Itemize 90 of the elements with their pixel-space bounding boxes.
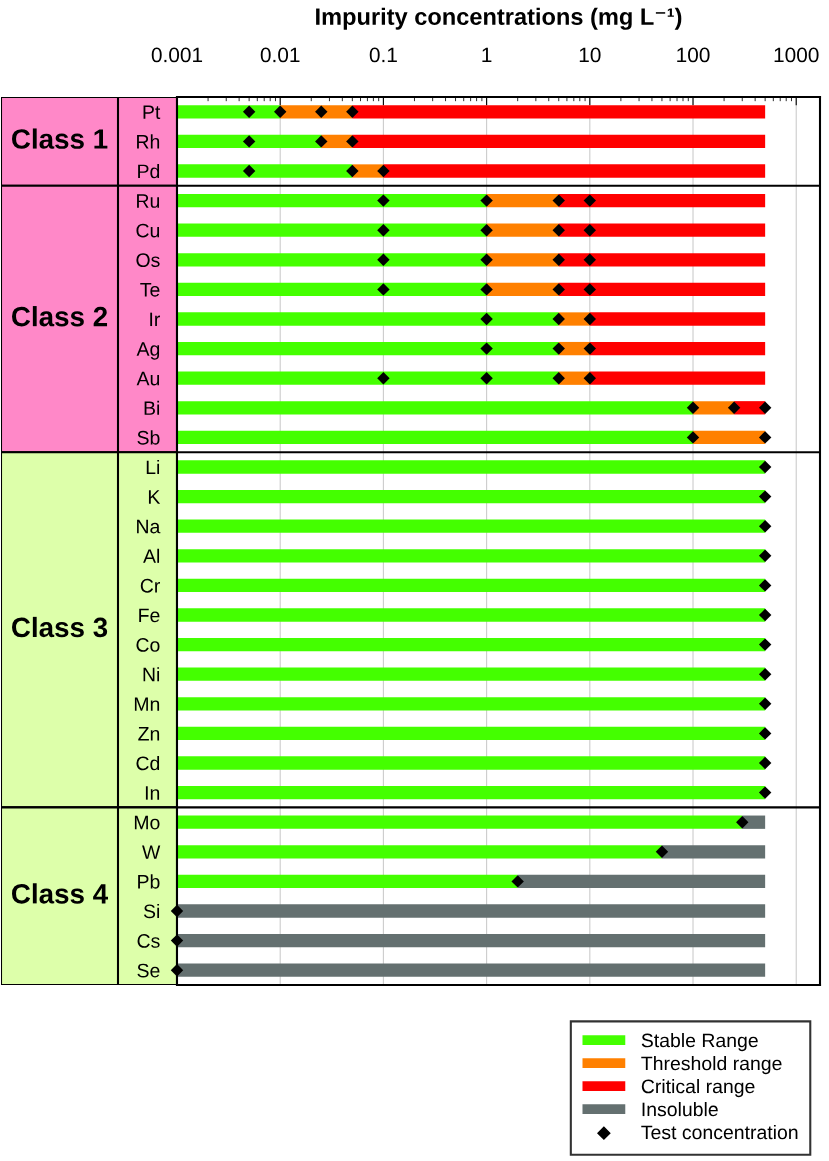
- bar: [383, 164, 766, 178]
- bar: [177, 282, 487, 297]
- bar: [177, 549, 766, 563]
- x-tick-label: 0.01: [260, 47, 300, 63]
- bar: [177, 134, 322, 149]
- bar: [558, 223, 766, 237]
- bar: [177, 904, 766, 918]
- bar: [177, 519, 766, 533]
- y-tick-label: Co: [136, 638, 160, 652]
- y-tick-label: Cr: [140, 578, 161, 593]
- y-tick-label: Pb: [138, 874, 160, 889]
- x-tick-label: 0.1: [369, 47, 397, 63]
- y-tick-label: Mo: [134, 815, 160, 830]
- y-tick-label: Pt: [143, 105, 161, 119]
- y-tick-label: Li: [146, 459, 160, 475]
- bar: [558, 282, 766, 297]
- bar: [558, 253, 766, 267]
- y-tick-label: Pd: [138, 163, 160, 179]
- y-tick-label: Se: [137, 963, 160, 978]
- bar: [177, 756, 766, 770]
- bar: [177, 697, 766, 711]
- bar: [177, 489, 766, 504]
- y-tick-label: Cs: [137, 934, 160, 948]
- y-tick-label: Ir: [150, 312, 161, 327]
- y-tick-label: Bi: [144, 400, 160, 415]
- bar: [177, 341, 559, 356]
- y-tick-label: Ag: [136, 342, 160, 360]
- bar: [693, 430, 766, 445]
- bar: [589, 371, 766, 385]
- bar: [177, 726, 766, 741]
- y-tick-label: Ru: [137, 194, 160, 208]
- bar: [177, 785, 766, 800]
- bar: [589, 341, 766, 356]
- y-tick-label: W: [142, 845, 161, 859]
- y-tick-label: In: [145, 786, 160, 800]
- x-tick-label: 10: [579, 47, 601, 63]
- bar: [177, 223, 487, 237]
- bar: [177, 193, 487, 208]
- bar: [352, 105, 766, 119]
- x-tick-label: 1000: [774, 47, 819, 63]
- x-tick-label: 100: [677, 47, 710, 63]
- text: Class 1: [12, 128, 108, 149]
- bar: [177, 371, 559, 385]
- bar: [177, 460, 766, 474]
- legend-label: Test concentration: [641, 1124, 798, 1140]
- y-tick-label: Cu: [136, 223, 160, 238]
- bar: [177, 430, 694, 445]
- bar: [177, 253, 487, 267]
- y-tick-label: Au: [136, 371, 160, 386]
- bar: [661, 845, 766, 859]
- bar: [177, 608, 766, 622]
- bar: [177, 963, 766, 977]
- legend-label: Threshold range: [641, 1056, 782, 1075]
- bar: [177, 933, 766, 948]
- text: Class 3: [12, 616, 108, 638]
- y-tick-label: Os: [136, 253, 160, 268]
- y-tick-label: Mn: [134, 697, 160, 711]
- y-tick-label: Zn: [138, 727, 160, 741]
- text: Class 4: [12, 883, 108, 904]
- y-tick-label: Fe: [139, 608, 160, 623]
- bar: [177, 845, 662, 859]
- bar: [589, 312, 766, 326]
- bar: [177, 401, 694, 415]
- y-tick-label: Na: [137, 519, 161, 534]
- legend-label: Stable Range: [641, 1033, 758, 1052]
- x-tick-label: 0.001: [151, 47, 203, 63]
- bar: [177, 874, 518, 889]
- y-tick-label: Cd: [136, 755, 160, 771]
- chart-title: Impurity concentrations (mg L⁻¹): [316, 7, 682, 30]
- bar: [352, 134, 766, 149]
- bar: [177, 578, 766, 593]
- y-tick-label: Te: [140, 283, 160, 297]
- bar: [517, 874, 766, 889]
- y-tick-label: Ni: [143, 667, 160, 682]
- bar: [558, 193, 766, 208]
- text: Class 2: [12, 306, 108, 327]
- y-tick-label: Si: [143, 903, 160, 919]
- y-tick-label: Al: [143, 548, 160, 563]
- bar: [177, 637, 766, 652]
- legend-label: Insoluble: [642, 1101, 718, 1117]
- x-tick-label: 1: [482, 47, 492, 63]
- bar: [177, 164, 353, 178]
- bar: [177, 105, 281, 119]
- legend-label: Critical range: [641, 1079, 755, 1098]
- y-tick-label: K: [148, 490, 161, 504]
- bar: [177, 667, 766, 681]
- y-tick-label: Rh: [137, 134, 160, 149]
- bar: [177, 815, 743, 829]
- y-tick-label: Sb: [137, 430, 160, 445]
- bar: [177, 312, 559, 326]
